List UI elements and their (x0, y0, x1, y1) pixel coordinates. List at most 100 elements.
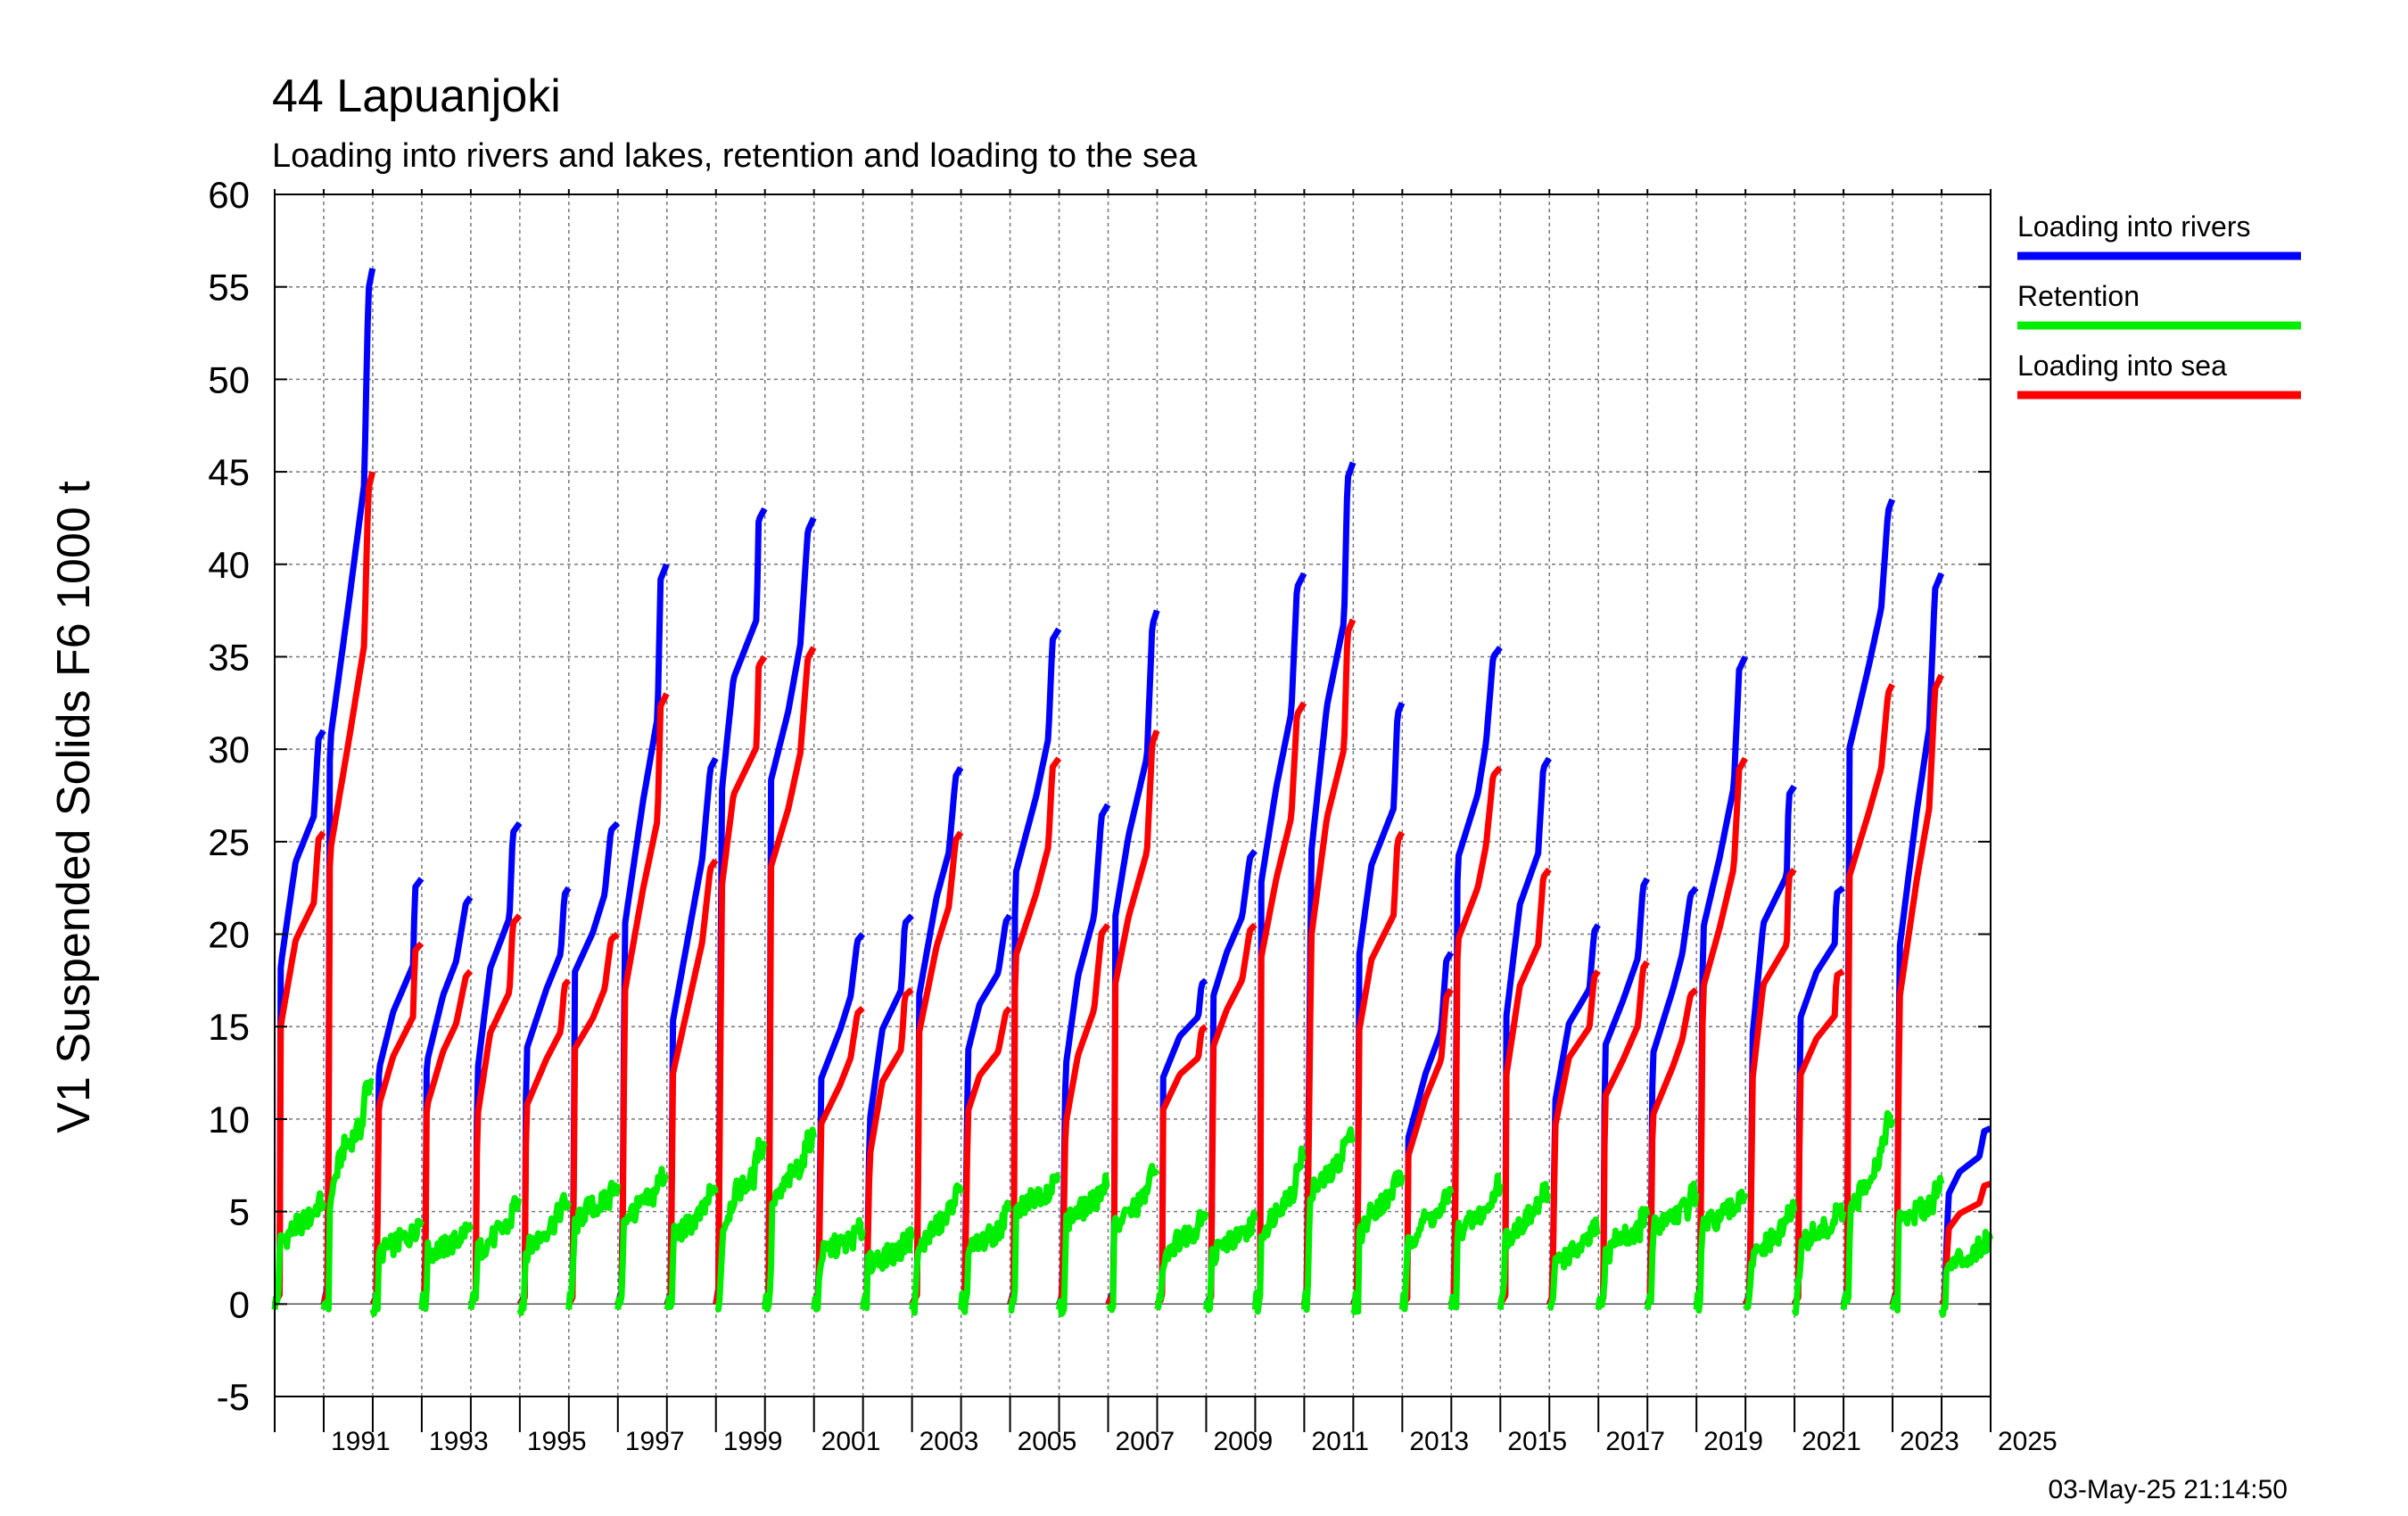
chart-title: 44 Lapuanjoki (272, 70, 561, 122)
y-tick-label: 35 (208, 636, 250, 678)
series-line-segment (1350, 830, 1406, 1306)
series-line-segment (1840, 498, 1896, 1306)
series-line-segment (1154, 1024, 1208, 1306)
series-line-segment (811, 932, 866, 1306)
series-line-segment (614, 692, 670, 1306)
series-line-segment (1154, 977, 1208, 1306)
series-line-segment (418, 1221, 474, 1313)
series-line-segment (664, 1182, 719, 1311)
series-line-segment (958, 1006, 1012, 1306)
series-line-segment (565, 1179, 621, 1310)
series-lines (271, 268, 1994, 1318)
series-line-segment (271, 729, 326, 1306)
series-line-segment (467, 1195, 523, 1311)
series-line-segment (958, 913, 1013, 1306)
series-line-segment (811, 1005, 865, 1306)
series-line-segment (517, 978, 572, 1306)
series-line-segment (614, 563, 670, 1306)
y-tick-label: -5 (217, 1376, 250, 1418)
series-line-segment (468, 913, 523, 1306)
series-line-segment (1203, 849, 1258, 1306)
series-line-segment (1743, 1199, 1798, 1312)
series-line-segment (1300, 461, 1357, 1305)
x-tick-label: 2015 (1507, 1427, 1567, 1456)
series-line-segment (1447, 765, 1503, 1306)
series-line-segment (1497, 756, 1552, 1306)
series-line-segment (1007, 756, 1062, 1306)
series-line-segment (1447, 646, 1503, 1306)
timestamp: 03-May-25 21:14:50 (2048, 1475, 2288, 1504)
y-tick-label: 60 (208, 174, 250, 216)
series-line-segment (1792, 968, 1845, 1306)
series-line-segment (271, 830, 326, 1306)
x-tick-label: 1991 (331, 1427, 391, 1456)
series-line-segment (1203, 922, 1258, 1306)
series-line-segment (1889, 1174, 1945, 1314)
series-line-segment (860, 987, 914, 1306)
series-line-segment (1251, 1145, 1307, 1315)
legend-label: Loading into sea (2017, 350, 2227, 382)
series-line-segment (1399, 987, 1454, 1306)
y-tick-label: 25 (208, 821, 250, 863)
series-line-segment (1106, 1163, 1160, 1314)
y-tick-label: 45 (208, 451, 250, 493)
series-line-segment (762, 646, 817, 1306)
x-tick-label: 2013 (1409, 1427, 1469, 1456)
series-line-segment (1300, 1125, 1357, 1314)
series-line-segment (1056, 923, 1111, 1306)
series-line-segment (1252, 572, 1307, 1306)
series-line-segment (1693, 756, 1748, 1306)
series-line-segment (418, 894, 474, 1306)
series-line-segment (1105, 609, 1160, 1306)
series-line-segment (1595, 1206, 1651, 1310)
y-tick-label: 20 (208, 914, 250, 956)
series-line-segment (762, 516, 817, 1306)
series-line-segment (1791, 885, 1845, 1306)
series-line-segment (958, 1199, 1013, 1315)
series-line-segment (1742, 784, 1797, 1306)
x-tick-label: 1999 (723, 1427, 783, 1456)
series-line-segment (1742, 867, 1797, 1306)
x-tick-label: 1993 (429, 1427, 489, 1456)
series-line-segment (1938, 1229, 1994, 1318)
series-line-segment (1840, 1109, 1896, 1310)
series-line-segment (614, 1166, 670, 1310)
chart-subtitle: Loading into rivers and lakes, retention… (272, 137, 1198, 175)
series-line-segment (1447, 1172, 1504, 1311)
series-line-segment (516, 1191, 572, 1316)
series-line-segment (1546, 923, 1601, 1306)
series-line-segment (909, 1182, 964, 1316)
series-line-segment (369, 941, 425, 1306)
series-line-segment (1546, 968, 1601, 1306)
series-line-segment (1645, 987, 1699, 1306)
series-line-segment (1889, 673, 1944, 1306)
series-line-segment (1497, 867, 1552, 1306)
series-line-segment (762, 1126, 817, 1313)
series-line-segment (1939, 1125, 1992, 1306)
legend: Loading into rivers Retention Loading into… (2017, 210, 2301, 400)
series-line-segment (1596, 877, 1651, 1306)
series-line-segment (664, 756, 719, 1306)
series-line-segment (1497, 1181, 1552, 1310)
series-line-segment (565, 931, 620, 1306)
y-tick-label: 40 (208, 544, 250, 586)
series-line-segment (860, 913, 914, 1306)
legend-label: Loading into rivers (2017, 210, 2250, 243)
series-line-segment (1693, 655, 1749, 1306)
series-line-segment (1939, 1181, 1992, 1306)
x-tick-label: 2023 (1900, 1427, 1959, 1456)
legend-label: Retention (2017, 280, 2140, 312)
series-line-segment (860, 1225, 915, 1312)
series-line-segment (713, 507, 768, 1305)
series-line-segment (811, 1216, 866, 1313)
series-line-segment (320, 1077, 375, 1313)
x-axis-ticks: 1991 1993 1995 1997 1999 2001 2003 2005 2007 2009… (274, 189, 2058, 1456)
series-line-segment (1693, 1188, 1749, 1314)
series-line-segment (271, 1190, 327, 1310)
series-line-segment (664, 858, 719, 1306)
x-tick-label: 2003 (919, 1427, 979, 1456)
x-tick-label: 2021 (1802, 1427, 1861, 1456)
series-line-segment (1105, 729, 1160, 1306)
